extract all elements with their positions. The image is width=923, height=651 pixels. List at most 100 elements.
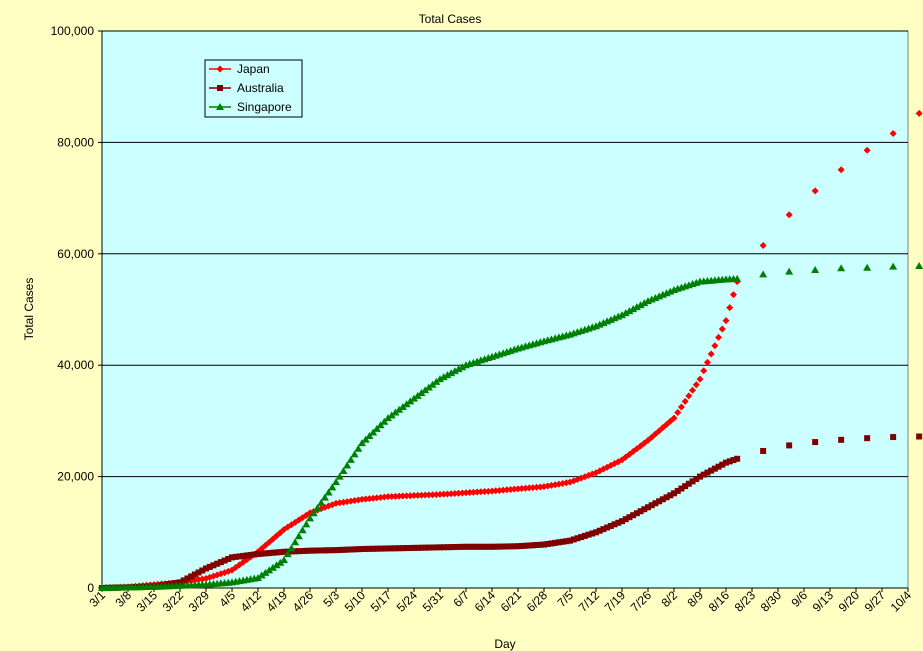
- data-point: [255, 551, 261, 558]
- data-point: [283, 550, 292, 558]
- data-point: [229, 554, 235, 561]
- x-tick-label: 9/27: [862, 588, 889, 615]
- x-axis-ticks: 3/1 3/8 3/15 3/22 3/29 4/5 4/12 4/19 4/26 5/3 5/10…: [86, 588, 914, 615]
- data-point: [529, 542, 536, 549]
- data-point: [711, 342, 719, 350]
- projection-point: [812, 439, 819, 446]
- data-point: [184, 575, 191, 582]
- gridlines: [102, 30, 908, 478]
- data-point: [696, 375, 704, 383]
- data-point: [663, 494, 670, 501]
- data-point: [544, 540, 551, 547]
- projection-point: [811, 187, 819, 195]
- series-layer: [98, 109, 923, 592]
- x-tick-label: 8/9: [684, 588, 706, 610]
- data-point: [240, 552, 247, 559]
- data-point: [294, 532, 303, 540]
- data-point: [454, 365, 463, 373]
- y-tick-label: 100,000: [51, 24, 95, 38]
- data-point: [432, 491, 440, 499]
- data-point: [421, 491, 429, 499]
- projection-point: [759, 270, 768, 278]
- y-tick-label: 60,000: [57, 247, 94, 261]
- data-point: [630, 512, 637, 519]
- data-point: [251, 551, 258, 558]
- data-point: [715, 333, 723, 341]
- data-point: [704, 469, 711, 476]
- projection-point: [785, 211, 793, 219]
- data-point: [681, 397, 689, 405]
- data-point: [492, 543, 499, 550]
- data-point: [618, 311, 626, 319]
- data-point: [615, 519, 622, 526]
- data-point: [689, 386, 697, 394]
- data-point: [596, 527, 603, 534]
- series-singapore: [98, 262, 923, 591]
- data-point: [384, 493, 392, 501]
- data-point: [281, 548, 287, 555]
- data-point: [632, 303, 641, 311]
- projection-point: [838, 436, 845, 443]
- data-point: [507, 543, 514, 550]
- data-point: [432, 377, 441, 385]
- legend-label: Singapore: [237, 100, 292, 114]
- data-point: [339, 467, 348, 475]
- data-point: [570, 536, 577, 543]
- data-point: [645, 504, 651, 511]
- data-point: [406, 397, 415, 405]
- data-point: [425, 491, 433, 499]
- y-axis-ticks: 0 20,000 40,000 60,000 80,000 100,000: [51, 24, 908, 595]
- data-point: [451, 544, 458, 551]
- data-point: [418, 544, 425, 551]
- data-point: [700, 471, 707, 478]
- data-point: [288, 548, 295, 555]
- data-point: [257, 571, 266, 579]
- data-point: [674, 409, 682, 417]
- projection-point: [864, 435, 871, 442]
- data-point: [450, 367, 459, 375]
- data-point: [428, 380, 437, 388]
- data-point: [626, 514, 633, 521]
- data-point: [421, 386, 430, 394]
- data-point: [629, 305, 638, 313]
- data-point: [403, 545, 410, 552]
- data-point: [318, 547, 325, 554]
- legend-marker: [217, 85, 223, 91]
- data-point: [559, 538, 566, 545]
- data-point: [703, 358, 711, 366]
- data-point: [225, 555, 232, 562]
- x-tick-label: 6/7: [450, 588, 472, 610]
- data-point: [481, 543, 488, 550]
- data-point: [734, 455, 741, 462]
- x-tick-label: 5/24: [394, 588, 421, 615]
- data-point: [402, 400, 411, 408]
- data-point: [659, 496, 666, 503]
- data-point: [585, 531, 592, 538]
- data-point: [324, 488, 333, 496]
- data-point: [343, 461, 352, 469]
- x-axis-title: Day: [494, 637, 515, 651]
- data-point: [600, 526, 607, 533]
- data-point: [633, 510, 640, 517]
- data-point: [280, 556, 288, 564]
- data-point: [411, 544, 417, 551]
- data-point: [376, 421, 385, 429]
- data-point: [682, 483, 689, 490]
- data-point: [424, 383, 433, 391]
- data-point: [533, 542, 540, 549]
- data-point: [306, 514, 314, 522]
- x-tick-label: 7/26: [628, 588, 655, 615]
- x-tick-label: 5/3: [320, 588, 342, 610]
- data-point: [433, 544, 440, 551]
- data-point: [380, 417, 389, 425]
- data-point: [541, 541, 547, 548]
- data-point: [548, 540, 555, 547]
- data-point: [667, 492, 674, 499]
- data-point: [621, 309, 630, 317]
- data-point: [373, 545, 380, 552]
- data-point: [273, 549, 280, 556]
- data-point: [485, 543, 492, 550]
- data-point: [372, 424, 381, 432]
- data-point: [707, 350, 715, 358]
- data-point: [346, 455, 355, 463]
